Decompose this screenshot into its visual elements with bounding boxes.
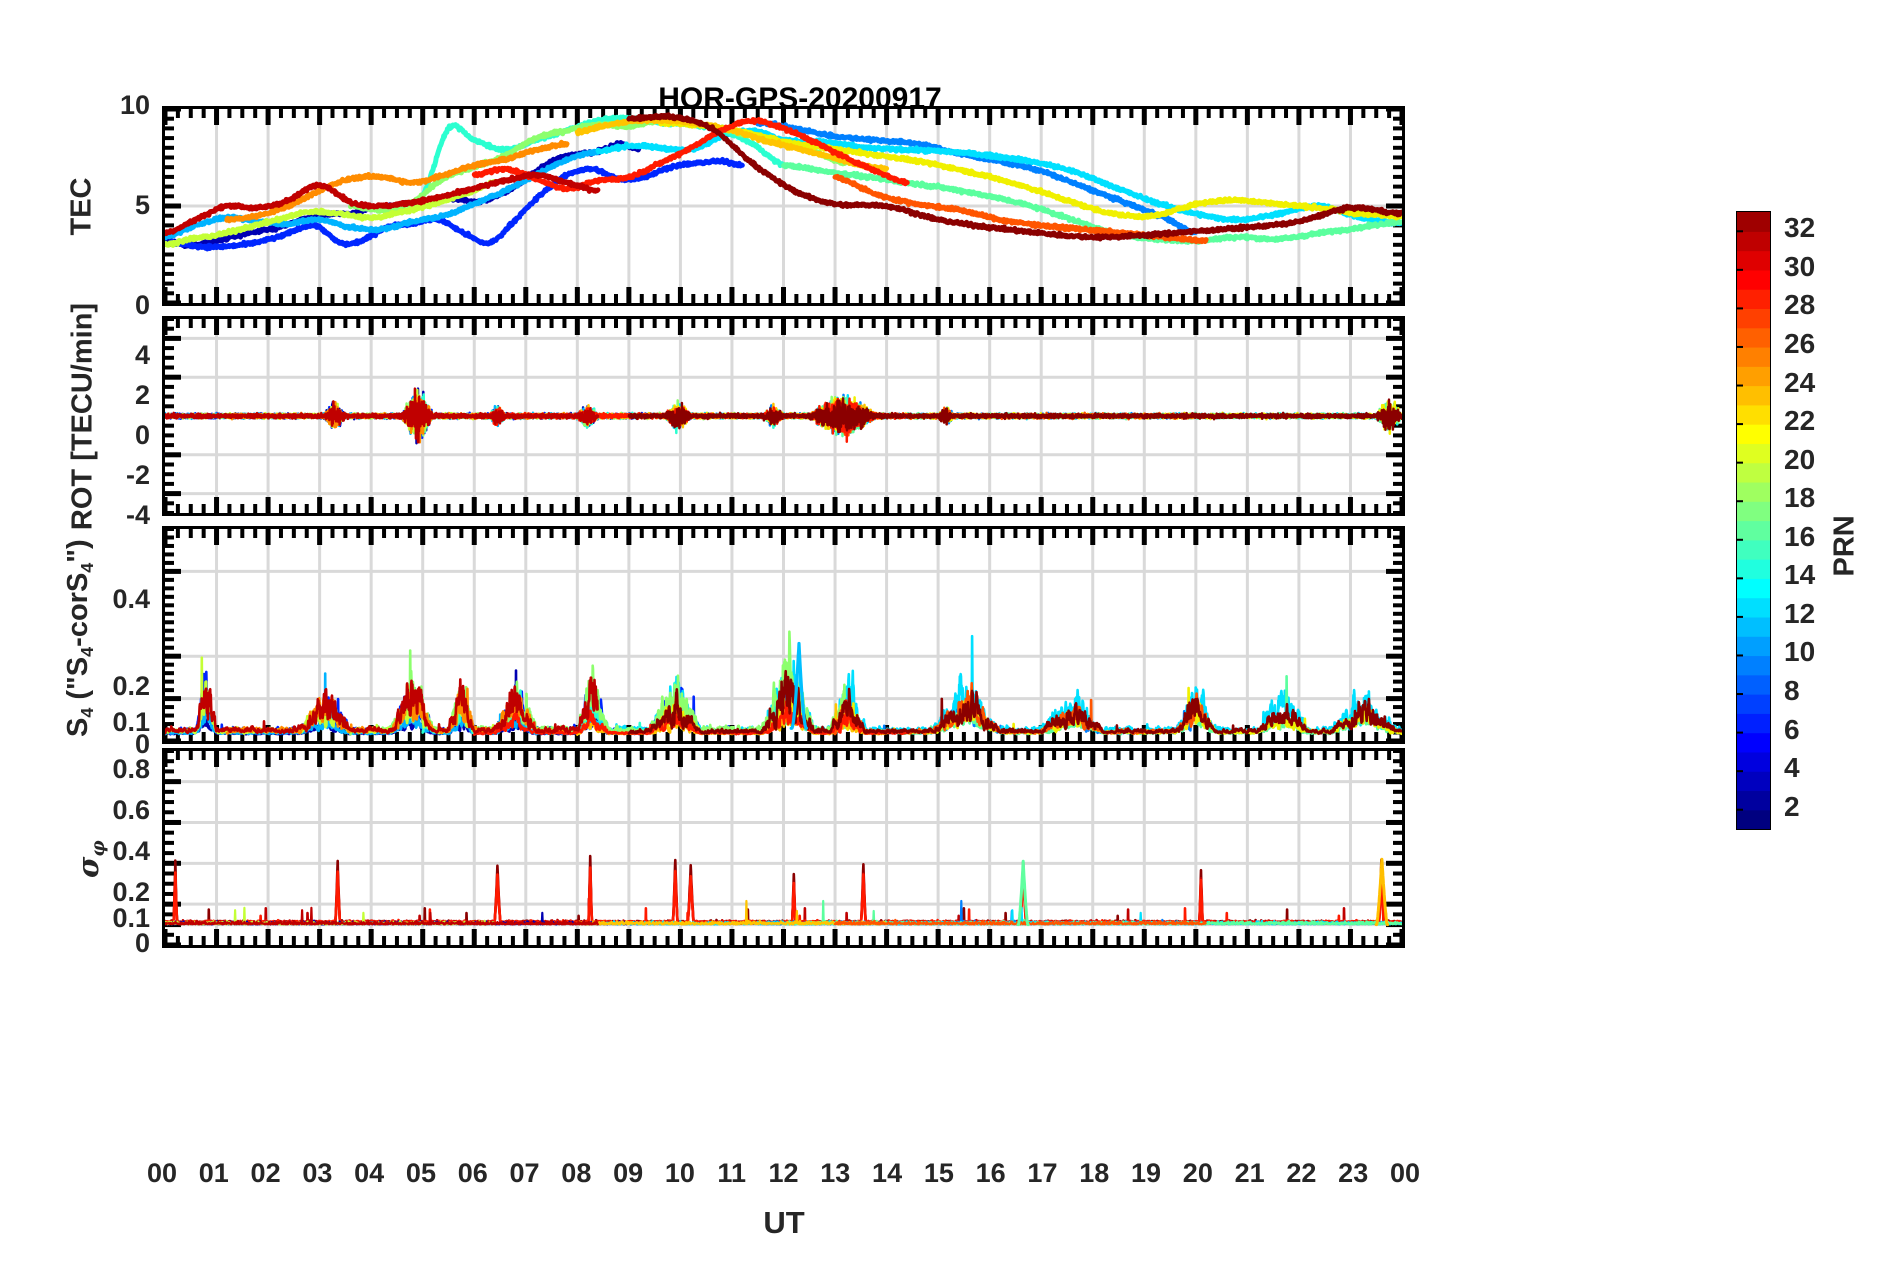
ytick-s4-0: 0 bbox=[134, 729, 150, 759]
ytick-sp-08: 0.8 bbox=[112, 754, 150, 784]
xtick-3: 03 bbox=[302, 1158, 333, 1188]
xtick-4: 04 bbox=[354, 1158, 385, 1188]
colorbar-tick-26: 26 bbox=[1784, 327, 1816, 359]
colorbar-tick-28: 28 bbox=[1784, 289, 1816, 321]
panel-tec bbox=[162, 106, 1405, 306]
xtick-23: 23 bbox=[1338, 1158, 1369, 1188]
colorbar-tick-14: 14 bbox=[1784, 559, 1816, 591]
colorbar-tick-6: 6 bbox=[1784, 713, 1800, 745]
ytick-sp-01: 0.1 bbox=[112, 903, 150, 933]
xtick-5: 05 bbox=[405, 1158, 436, 1188]
xtick-1: 01 bbox=[198, 1158, 229, 1188]
ytick-s4-04: 0.4 bbox=[112, 584, 150, 614]
colorbar-tick-24: 24 bbox=[1784, 366, 1816, 398]
panel-rot bbox=[162, 316, 1405, 516]
colorbar-label-prn: PRN bbox=[1828, 515, 1861, 577]
colorbar-tick-18: 18 bbox=[1784, 482, 1816, 514]
xtick-16: 16 bbox=[975, 1158, 1006, 1188]
ytick-tec-10: 10 bbox=[119, 90, 150, 120]
ytick-tec-5: 5 bbox=[134, 190, 150, 220]
ytick-s4-02: 0.2 bbox=[112, 671, 150, 701]
colorbar-tick-2: 2 bbox=[1784, 790, 1800, 822]
ytick-rot-neg2: -2 bbox=[125, 460, 150, 490]
xtick-13: 13 bbox=[820, 1158, 851, 1188]
xtick-17: 17 bbox=[1027, 1158, 1058, 1188]
ytick-rot-4: 4 bbox=[134, 340, 150, 370]
ytick-rot-0: 0 bbox=[134, 420, 150, 450]
xtick-19: 19 bbox=[1131, 1158, 1162, 1188]
colorbar-tick-10: 10 bbox=[1784, 636, 1816, 668]
xtick-0: 00 bbox=[146, 1158, 178, 1188]
ytick-s4-01: 0.1 bbox=[112, 707, 150, 737]
xtick-18: 18 bbox=[1079, 1158, 1110, 1188]
ytick-sp-02: 0.2 bbox=[112, 877, 150, 907]
colorbar-tick-20: 20 bbox=[1784, 443, 1816, 475]
xtick-8: 08 bbox=[561, 1158, 592, 1188]
ytick-sp-06: 0.6 bbox=[112, 795, 150, 825]
panel-sigma-phi bbox=[162, 748, 1405, 948]
panel-s4 bbox=[162, 526, 1405, 744]
colorbar-tick-22: 22 bbox=[1784, 405, 1816, 437]
xlabel-ut: UT bbox=[763, 1205, 805, 1240]
colorbar-tick-4: 4 bbox=[1784, 752, 1800, 784]
colorbar-tick-8: 8 bbox=[1784, 675, 1800, 707]
xtick-21: 21 bbox=[1234, 1158, 1265, 1188]
xtick-22: 22 bbox=[1286, 1158, 1317, 1188]
xtick-15: 15 bbox=[923, 1158, 954, 1188]
colorbar-tick-32: 32 bbox=[1784, 212, 1816, 244]
colorbar-tick-12: 12 bbox=[1784, 597, 1816, 629]
colorbar-prn bbox=[1736, 211, 1771, 830]
xtick-2: 02 bbox=[250, 1158, 281, 1188]
xtick-10: 10 bbox=[664, 1158, 695, 1188]
xtick-11: 11 bbox=[717, 1158, 746, 1188]
ytick-sp-0: 0 bbox=[134, 928, 150, 958]
ytick-rot-neg4: -4 bbox=[125, 500, 150, 530]
xtick-14: 14 bbox=[872, 1158, 903, 1188]
xtick-6: 06 bbox=[457, 1158, 488, 1188]
colorbar-tick-16: 16 bbox=[1784, 520, 1816, 552]
xtick-12: 12 bbox=[768, 1158, 799, 1188]
colorbar-tick-30: 30 bbox=[1784, 250, 1816, 282]
ytick-rot-2: 2 bbox=[134, 380, 150, 410]
xtick-9: 09 bbox=[613, 1158, 644, 1188]
xtick-24: 00 bbox=[1389, 1158, 1421, 1188]
ytick-sp-04: 0.4 bbox=[112, 836, 150, 866]
ytick-tec-0: 0 bbox=[134, 290, 150, 320]
xtick-7: 07 bbox=[509, 1158, 540, 1188]
xtick-20: 20 bbox=[1182, 1158, 1213, 1188]
